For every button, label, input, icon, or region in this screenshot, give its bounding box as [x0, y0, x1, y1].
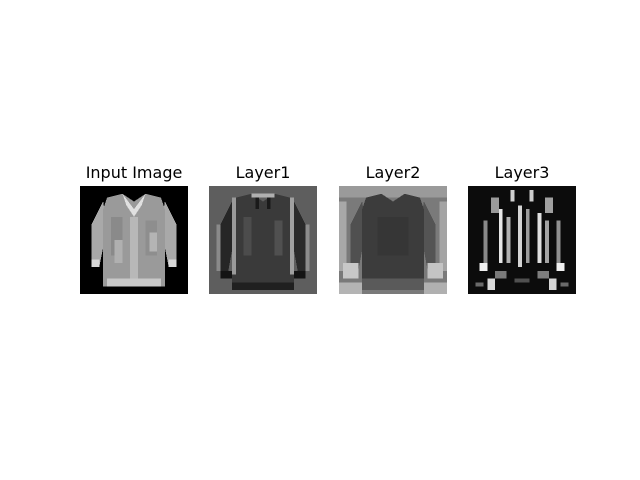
panel-title: Input Image — [85, 163, 183, 182]
panel-title: Layer1 — [235, 163, 291, 182]
input-image — [80, 186, 188, 294]
panel-layer2: Layer2 — [338, 160, 448, 294]
panel-input-image: Input Image — [79, 160, 189, 294]
panel-title: Layer2 — [365, 163, 421, 182]
panel-title: Layer3 — [494, 163, 550, 182]
layer2-feature-map — [339, 186, 447, 294]
panel-layer3: Layer3 — [467, 160, 577, 294]
panel-layer1: Layer1 — [208, 160, 318, 294]
layer1-feature-map — [209, 186, 317, 294]
layer3-feature-map — [468, 186, 576, 294]
